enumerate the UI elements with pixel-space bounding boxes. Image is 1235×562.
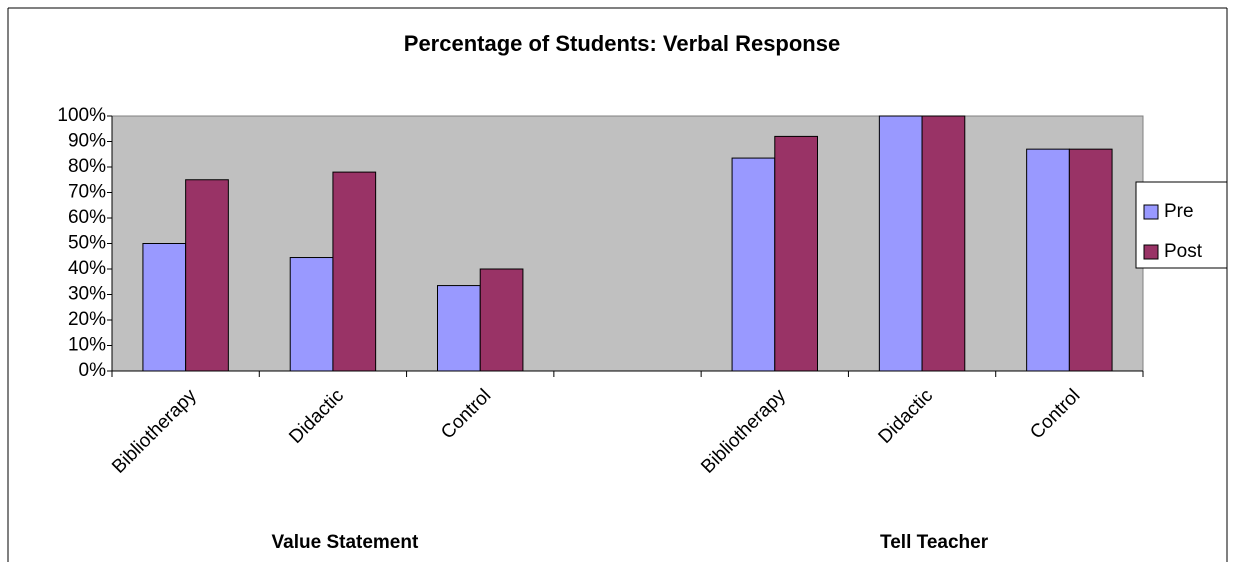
bar xyxy=(332,171,377,372)
legend-label: Post xyxy=(1164,241,1203,262)
bar xyxy=(185,179,229,372)
legend-swatch xyxy=(1143,244,1159,260)
y-tick-label: 30% xyxy=(68,284,106,305)
x-tick-label: Control xyxy=(437,385,495,443)
legend-label: Pre xyxy=(1164,201,1194,222)
bar xyxy=(142,243,187,372)
x-tick-label: Control xyxy=(1026,385,1084,443)
x-tick-label: Bibliotherapy xyxy=(108,385,201,478)
y-tick-label: 70% xyxy=(68,182,106,203)
bar xyxy=(289,257,334,372)
legend-swatch xyxy=(1143,204,1159,220)
plot-area xyxy=(111,115,1144,372)
y-tick-label: 0% xyxy=(79,360,107,381)
y-tick-label: 10% xyxy=(68,335,106,356)
bar xyxy=(921,115,966,372)
y-tick-label: 40% xyxy=(68,258,106,279)
y-tick-label: 50% xyxy=(68,233,106,254)
group-label: Value Statement xyxy=(272,532,419,553)
group-label: Tell Teacher xyxy=(880,532,989,553)
x-tick-label: Bibliotherapy xyxy=(697,385,790,478)
x-tick-label: Didactic xyxy=(875,385,938,448)
bar xyxy=(731,157,776,372)
y-tick-label: 90% xyxy=(68,131,106,152)
y-tick-label: 100% xyxy=(57,105,106,126)
bar xyxy=(437,285,481,372)
bar xyxy=(1068,148,1113,372)
bar xyxy=(1026,148,1070,372)
x-tick-label: Didactic xyxy=(285,385,348,448)
bar xyxy=(774,135,818,372)
y-tick-label: 80% xyxy=(68,156,106,177)
chart-title: Percentage of Students: Verbal Response xyxy=(404,31,840,56)
bar xyxy=(878,115,923,372)
y-tick-label: 60% xyxy=(68,207,106,228)
y-tick-label: 20% xyxy=(68,309,106,330)
bar xyxy=(479,268,524,372)
